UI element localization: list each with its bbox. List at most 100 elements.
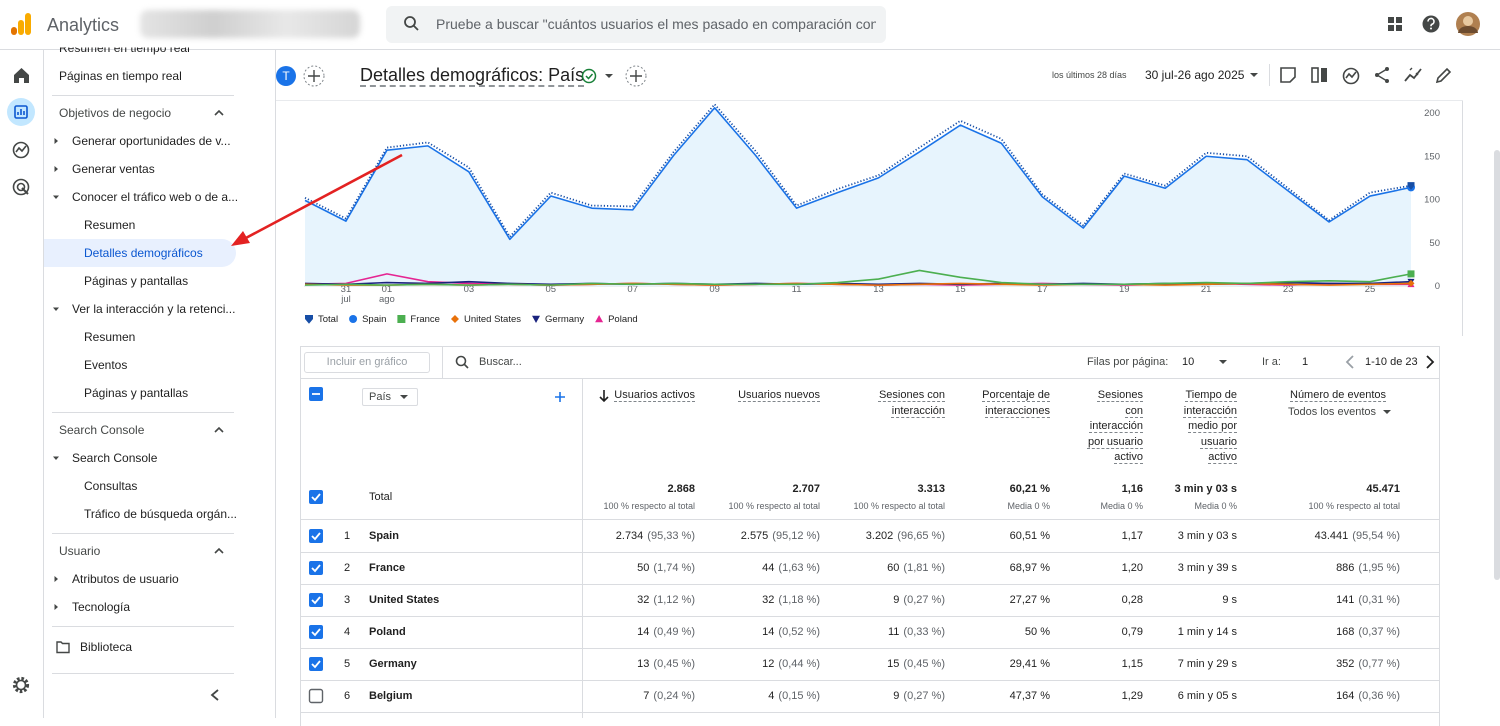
- library-link[interactable]: Biblioteca: [80, 639, 133, 654]
- collapse-chevron[interactable]: [213, 426, 225, 434]
- checkbox[interactable]: [308, 656, 324, 672]
- checkbox-part: [309, 625, 323, 639]
- advertising-icon[interactable]: [12, 178, 30, 196]
- nav-group[interactable]: Tecnología: [72, 599, 131, 614]
- include-box[interactable]: [304, 352, 430, 373]
- date-dropdown[interactable]: [1249, 72, 1259, 78]
- logo-part: [18, 20, 24, 35]
- checkbox[interactable]: [308, 688, 324, 704]
- section-title[interactable]: Objetivos de negocio: [59, 105, 172, 120]
- nav-item[interactable]: Detalles demográficos: [84, 245, 203, 260]
- expand-arrow[interactable]: [52, 305, 60, 313]
- next-page[interactable]: [1425, 355, 1435, 369]
- row-divider: [300, 712, 1440, 713]
- column-filter[interactable]: Todos los eventos: [1287, 405, 1376, 418]
- expand-arrow[interactable]: [52, 165, 60, 173]
- section-title[interactable]: Usuario: [59, 543, 101, 558]
- nav-group[interactable]: Conocer el tráfico web o de a...: [72, 189, 239, 204]
- edit-icon[interactable]: [1435, 67, 1452, 84]
- row-divider: [300, 616, 1440, 617]
- nav-group[interactable]: Generar ventas: [72, 161, 155, 176]
- table-cell: 1,17: [1122, 528, 1143, 544]
- goto-value[interactable]: 1: [1302, 355, 1309, 368]
- rows-value[interactable]: 10: [1182, 355, 1195, 368]
- nav-item[interactable]: Páginas y pantallas: [84, 273, 189, 288]
- collapse-chevron[interactable]: [213, 109, 225, 117]
- column-header[interactable]: Porcentaje de interacciones: [960, 388, 1050, 419]
- help-icon[interactable]: [1422, 15, 1440, 33]
- table-card: [300, 346, 1440, 726]
- settings-icon[interactable]: [12, 676, 30, 694]
- insights-icon[interactable]: [1342, 67, 1360, 85]
- table-cell: 1,29: [1122, 688, 1143, 704]
- rows-dropdown-part: [1219, 360, 1227, 364]
- note-icon[interactable]: [1280, 67, 1296, 83]
- collapse-chevron[interactable]: [213, 547, 225, 555]
- nav-item[interactable]: Resumen: [84, 217, 136, 232]
- title-dropdown[interactable]: [604, 73, 614, 79]
- search-box[interactable]: [386, 6, 886, 43]
- apps-icon[interactable]: [1387, 16, 1403, 32]
- nav-item[interactable]: Tráfico de búsqueda orgán...: [84, 506, 237, 521]
- checkbox[interactable]: [308, 624, 324, 640]
- expand-arrow[interactable]: [52, 137, 60, 145]
- add-card[interactable]: [625, 65, 647, 87]
- nav-item[interactable]: Eventos: [84, 357, 128, 372]
- checkbox[interactable]: [308, 528, 324, 544]
- table-cell: 6 min y 05 s: [1178, 688, 1237, 704]
- nav-item[interactable]: Resumen: [84, 329, 136, 344]
- checkbox[interactable]: [308, 489, 324, 505]
- checkbox[interactable]: [308, 592, 324, 608]
- prev-page[interactable]: [1344, 355, 1354, 369]
- apps-icon-part: [1396, 17, 1402, 23]
- table-cell: 3 min y 03 s: [1178, 528, 1237, 544]
- expand-arrow[interactable]: [52, 575, 60, 583]
- column-header[interactable]: Número de eventos: [1266, 388, 1386, 404]
- column-header[interactable]: Tiempo de interacción medio por usuario …: [1175, 388, 1237, 466]
- divider: [52, 673, 234, 674]
- add-comparison[interactable]: [303, 65, 325, 87]
- home-icon[interactable]: [13, 67, 30, 84]
- nav-group[interactable]: Generar oportunidades de v...: [72, 133, 231, 148]
- column-header[interactable]: Usuarios activos: [585, 388, 695, 404]
- column-header[interactable]: Sesiones con interacción por usuario act…: [1083, 388, 1143, 466]
- table-search[interactable]: Buscar...: [479, 355, 522, 368]
- apps-icon-part: [1388, 25, 1394, 31]
- collapse-sidebar[interactable]: [210, 689, 220, 701]
- avatar-circle[interactable]: [276, 66, 296, 86]
- checkbox[interactable]: [308, 386, 324, 402]
- table-cell: 4 (0,15 %): [768, 688, 820, 704]
- cell-share: (0,77 %): [1358, 658, 1400, 670]
- rows-dropdown[interactable]: [1218, 359, 1228, 365]
- nav-item[interactable]: Páginas y pantallas: [84, 385, 189, 400]
- column-header[interactable]: Sesiones con interacción: [865, 388, 945, 419]
- date-range[interactable]: 30 jul-26 ago 2025: [1145, 67, 1245, 82]
- explore-icon[interactable]: [12, 141, 30, 159]
- nav-group[interactable]: Ver la interacción y la retenci...: [72, 301, 236, 316]
- dimension-dropdown[interactable]: [399, 394, 409, 400]
- nav-item[interactable]: Resumen en tiempo real: [59, 40, 190, 55]
- expand-arrow[interactable]: [52, 603, 60, 611]
- nav-group[interactable]: Atributos de usuario: [72, 571, 179, 586]
- dimension-select[interactable]: [362, 388, 418, 406]
- reports-icon[interactable]: [7, 98, 35, 126]
- add-dimension[interactable]: [554, 391, 566, 403]
- next-page-part: [1426, 355, 1435, 369]
- column-header[interactable]: Usuarios nuevos: [710, 388, 820, 404]
- expand-arrow[interactable]: [52, 454, 60, 462]
- total-value: 1,16: [1121, 482, 1143, 495]
- nav-item[interactable]: Páginas en tiempo real: [59, 68, 182, 83]
- trend-icon[interactable]: [1404, 67, 1422, 83]
- share-icon[interactable]: [1374, 67, 1390, 83]
- section-title[interactable]: Search Console: [59, 422, 145, 437]
- checkbox[interactable]: [308, 560, 324, 576]
- compare-icon[interactable]: [1311, 67, 1327, 83]
- nav-group[interactable]: Search Console: [72, 450, 158, 465]
- account-avatar[interactable]: [1456, 12, 1480, 36]
- filter-dropdown[interactable]: [1382, 409, 1392, 415]
- nav-item[interactable]: Consultas: [84, 478, 138, 493]
- expand-arrow[interactable]: [52, 193, 60, 201]
- cell-value: 1,17: [1121, 530, 1143, 542]
- x-tick-label: 21: [1201, 284, 1212, 295]
- cell-share: (0,27 %): [903, 594, 945, 606]
